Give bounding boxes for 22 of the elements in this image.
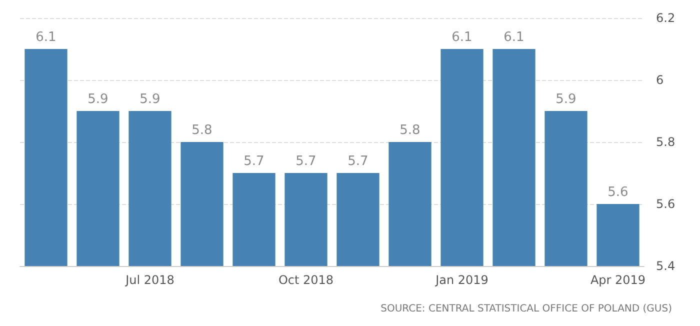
- data-label: 5.7: [296, 154, 316, 169]
- data-label: 5.7: [244, 154, 264, 169]
- source-note: SOURCE: CENTRAL STATISTICAL OFFICE OF POLAND (GUS): [380, 304, 672, 314]
- x-tick-label: Apr 2019: [590, 273, 646, 287]
- data-label: 6.1: [452, 30, 472, 45]
- data-label: 5.9: [556, 92, 576, 107]
- x-tick-label: Jul 2018: [124, 273, 174, 287]
- data-label: 5.9: [88, 92, 108, 107]
- data-label: 5.9: [140, 92, 160, 107]
- data-label: 5.8: [192, 123, 212, 138]
- x-tick-label: Jan 2019: [434, 273, 488, 287]
- x-tick-label: Oct 2018: [278, 273, 334, 287]
- y-tick-label: 5.6: [656, 197, 676, 211]
- data-label: 6.1: [504, 30, 524, 45]
- y-tick-label: 6: [656, 73, 664, 87]
- data-label: 5.7: [348, 154, 368, 169]
- y-tick-label: 5.8: [656, 135, 676, 149]
- data-label: 5.6: [608, 185, 628, 200]
- y-tick-label: 6.2: [656, 11, 676, 25]
- y-tick-label: 5.4: [656, 259, 676, 273]
- data-label: 6.1: [36, 30, 56, 45]
- data-label: 5.8: [400, 123, 420, 138]
